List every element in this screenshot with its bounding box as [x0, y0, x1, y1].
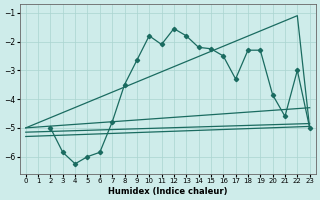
X-axis label: Humidex (Indice chaleur): Humidex (Indice chaleur) — [108, 187, 228, 196]
